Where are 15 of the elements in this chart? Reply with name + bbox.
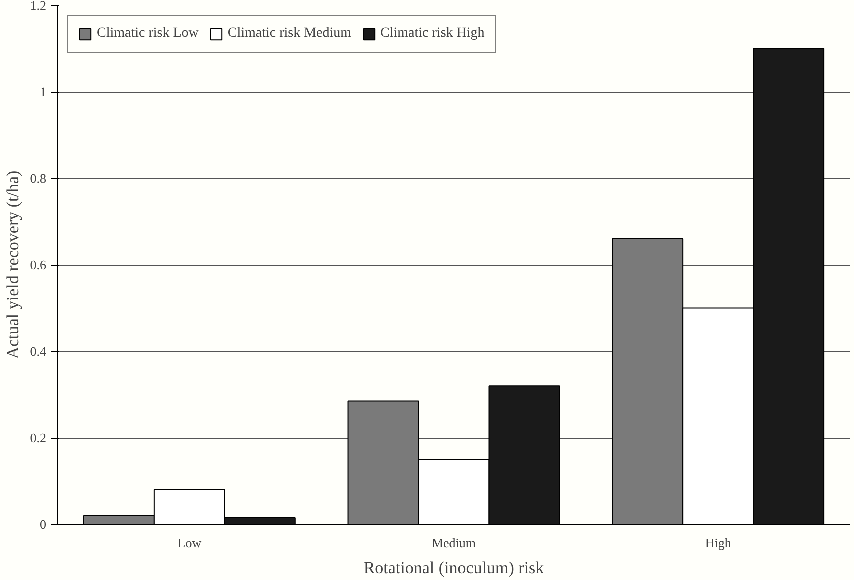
- x-tick-label: Low: [178, 536, 202, 550]
- y-tick-label: 0.2: [30, 430, 46, 446]
- y-tick-label: 0.6: [30, 258, 47, 272]
- y-tick-label: 0.8: [30, 171, 46, 186]
- legend-label: Climatic risk High: [380, 26, 485, 42]
- y-tick-label: 1.2: [30, 0, 46, 13]
- y-tick-label: 0: [40, 517, 46, 532]
- x-axis-title: Rotational (inoculum) risk: [364, 558, 545, 578]
- legend-label: Climatic risk Low: [97, 26, 199, 42]
- y-tick-label: 0.4: [30, 344, 47, 359]
- legend-label: Climatic risk Medium: [228, 26, 352, 42]
- y-axis-title: Actual yield recovery (t/ha): [3, 170, 22, 360]
- x-tick-label: Medium: [432, 536, 476, 550]
- y-tick-label: 1: [40, 84, 46, 100]
- x-tick-label: High: [705, 536, 732, 550]
